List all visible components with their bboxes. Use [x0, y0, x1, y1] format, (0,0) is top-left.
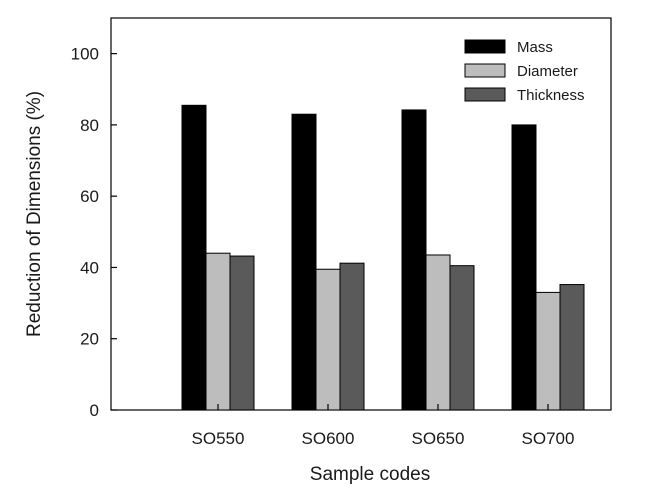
x-tick-label: SO600 — [302, 429, 355, 448]
bar-mass-so600 — [291, 113, 317, 411]
legend-swatch-mass — [464, 39, 506, 54]
bar-thickness-so600 — [339, 262, 365, 411]
bar-diameter-so650 — [425, 254, 451, 411]
y-tick-label: 80 — [80, 116, 99, 135]
y-tick-label: 60 — [80, 187, 99, 206]
legend-label-mass: Mass — [517, 39, 553, 56]
bar-diameter-so600 — [315, 268, 341, 411]
legend-swatch-thickness — [464, 87, 506, 102]
y-axis: 0 20 40 60 80 100 — [71, 45, 117, 420]
x-tick-label: SO650 — [412, 429, 465, 448]
y-tick-label: 100 — [71, 45, 99, 64]
bars-group — [181, 104, 585, 411]
x-axis: SO550 SO600 SO650 SO700 — [192, 404, 575, 448]
bar-thickness-so550 — [229, 255, 255, 411]
bar-mass-so700 — [511, 124, 537, 411]
bar-thickness-so700 — [559, 284, 585, 411]
bar-mass-so550 — [181, 104, 207, 411]
x-axis-title: Sample codes — [310, 464, 430, 485]
bar-diameter-so700 — [535, 291, 561, 411]
y-tick-label: 0 — [90, 401, 99, 420]
y-tick-label: 40 — [80, 258, 99, 277]
bar-diameter-so550 — [205, 252, 231, 411]
bar-thickness-so650 — [449, 265, 475, 411]
legend-swatch-diameter — [464, 63, 506, 78]
x-tick-label: SO550 — [192, 429, 245, 448]
legend-label-thickness: Thickness — [517, 87, 585, 104]
legend-label-diameter: Diameter — [517, 63, 578, 80]
bar-mass-so650 — [401, 109, 427, 411]
legend: Mass Diameter Thickness — [464, 39, 585, 104]
y-axis-title: Reduction of Dimensions (%) — [24, 91, 45, 337]
x-tick-label: SO700 — [522, 429, 575, 448]
y-tick-label: 20 — [80, 330, 99, 349]
